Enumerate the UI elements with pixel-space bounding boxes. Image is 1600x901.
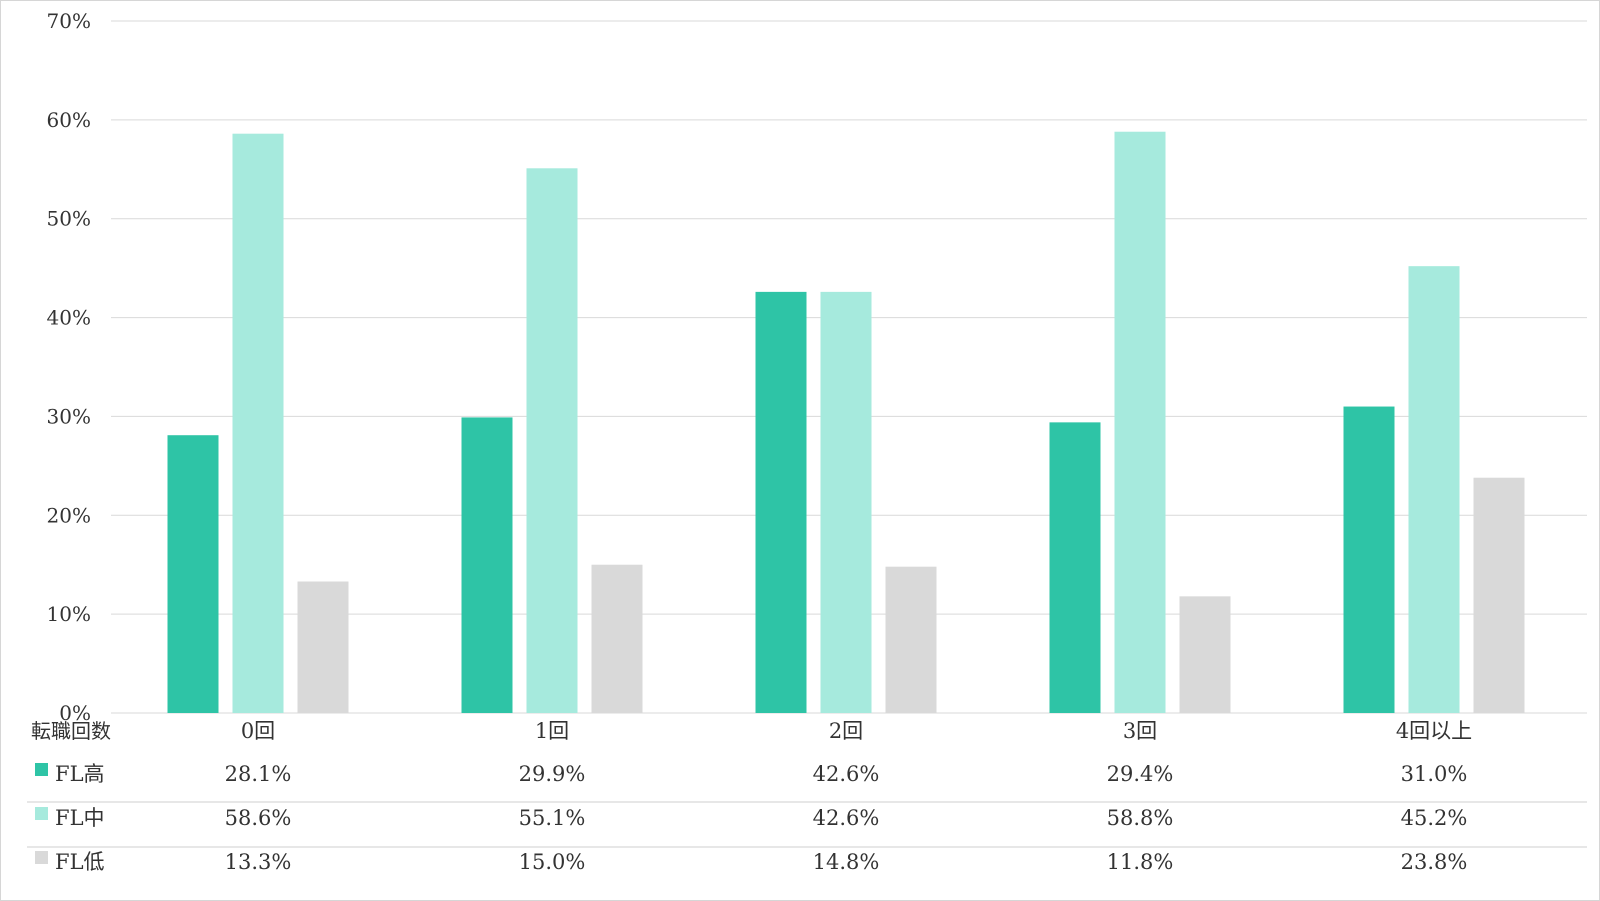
legend-swatch	[35, 763, 48, 776]
y-tick-label: 70%	[47, 9, 91, 33]
x-tick-label: 0回	[241, 719, 275, 743]
bar-1-4	[1049, 422, 1101, 713]
x-tick-label: 2回	[829, 719, 863, 743]
legend-label: FL高	[55, 762, 105, 786]
data-table: 転職回数 0回 1回 2回 3回 4回以上 FL高 28.1% 29.9% 42.6% 29.4% 3…	[27, 719, 1587, 874]
bar-1-1	[167, 435, 219, 713]
data-label: 45.2%	[1401, 806, 1468, 830]
data-label: 55.1%	[519, 806, 586, 830]
data-label: 42.6%	[813, 762, 880, 786]
legend-label: FL低	[55, 850, 105, 874]
data-label: 28.1%	[225, 762, 292, 786]
data-label: 14.8%	[813, 850, 880, 874]
bar-2-3	[820, 291, 872, 713]
y-tick-label: 20%	[47, 503, 91, 527]
bar-1-3	[755, 291, 807, 713]
y-tick-label: 30%	[47, 404, 91, 428]
data-label: 15.0%	[519, 850, 586, 874]
y-tick-label: 40%	[47, 306, 91, 330]
bar-2-4	[1114, 131, 1166, 714]
bar-3-2	[591, 564, 643, 713]
data-label: 31.0%	[1401, 762, 1468, 786]
data-label: 29.4%	[1107, 762, 1174, 786]
bar-2-5	[1408, 266, 1460, 713]
bar-1-2	[461, 417, 513, 713]
table-header-label: 転職回数	[31, 719, 111, 743]
bar-3-3	[885, 566, 937, 713]
legend-swatch	[35, 851, 48, 864]
y-tick-label: 60%	[47, 108, 91, 132]
bar-3-4	[1179, 596, 1231, 713]
data-label: 11.8%	[1107, 850, 1174, 874]
data-label: 58.6%	[225, 806, 292, 830]
legend-label: FL中	[55, 806, 105, 830]
bar-3-1	[297, 581, 349, 713]
data-label: 23.8%	[1401, 850, 1468, 874]
y-tick-label: 10%	[47, 602, 91, 626]
x-tick-label: 1回	[535, 719, 569, 743]
bar-2-2	[526, 168, 578, 714]
bar-3-5	[1473, 477, 1525, 713]
bar-2-1	[232, 133, 284, 713]
y-tick-label: 0%	[59, 701, 91, 725]
data-label: 29.9%	[519, 762, 586, 786]
legend-swatch	[35, 807, 48, 820]
y-axis-tick-labels: 0% 10% 20% 30% 40% 50% 60% 70%	[47, 9, 91, 725]
data-label: 58.8%	[1107, 806, 1174, 830]
data-label: 42.6%	[813, 806, 880, 830]
x-tick-label: 3回	[1123, 719, 1157, 743]
bars	[167, 131, 1525, 714]
data-label: 13.3%	[225, 850, 292, 874]
y-tick-label: 50%	[47, 207, 91, 231]
bar-1-5	[1343, 406, 1395, 713]
x-tick-label: 4回以上	[1396, 719, 1472, 743]
